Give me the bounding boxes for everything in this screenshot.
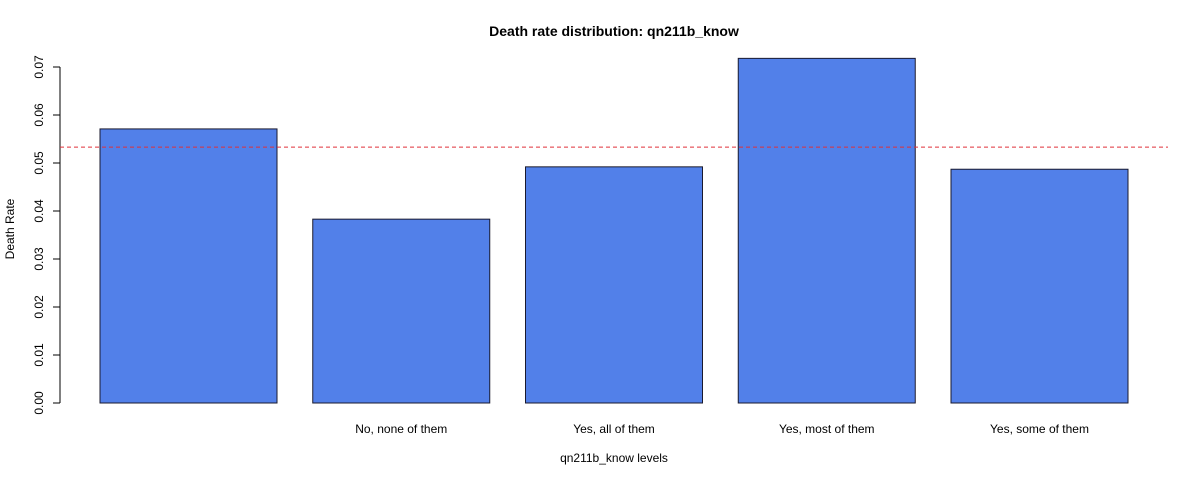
- y-tick-label: 0.06: [32, 103, 46, 127]
- x-tick-label: Yes, some of them: [990, 422, 1089, 436]
- bar: [312, 218, 491, 404]
- bar: [737, 57, 916, 404]
- y-tick-label: 0.04: [32, 199, 46, 223]
- x-axis-label: qn211b_know levels: [560, 451, 668, 465]
- x-tick-label: Yes, all of them: [573, 422, 655, 436]
- y-axis: 0.00 0.01 0.02 0.03 0.04 0.05 0.06 0.07: [32, 55, 61, 415]
- bar: [950, 168, 1129, 404]
- y-tick-label: 0.00: [32, 391, 46, 415]
- chart-title: Death rate distribution: qn211b_know: [489, 23, 739, 39]
- y-tick-label: 0.01: [32, 343, 46, 367]
- x-axis-labels: No, none of them Yes, all of them Yes, mos…: [355, 422, 1089, 436]
- y-tick-label: 0.02: [32, 295, 46, 319]
- x-tick-label: Yes, most of them: [779, 422, 875, 436]
- bar: [525, 166, 703, 404]
- y-axis-label: Death Rate: [3, 198, 17, 259]
- y-tick-label: 0.05: [32, 151, 46, 175]
- x-tick-label: No, none of them: [355, 422, 447, 436]
- bar: [99, 128, 278, 404]
- y-tick-label: 0.07: [32, 55, 46, 79]
- y-tick-label: 0.03: [32, 247, 46, 271]
- bars: [99, 57, 1129, 404]
